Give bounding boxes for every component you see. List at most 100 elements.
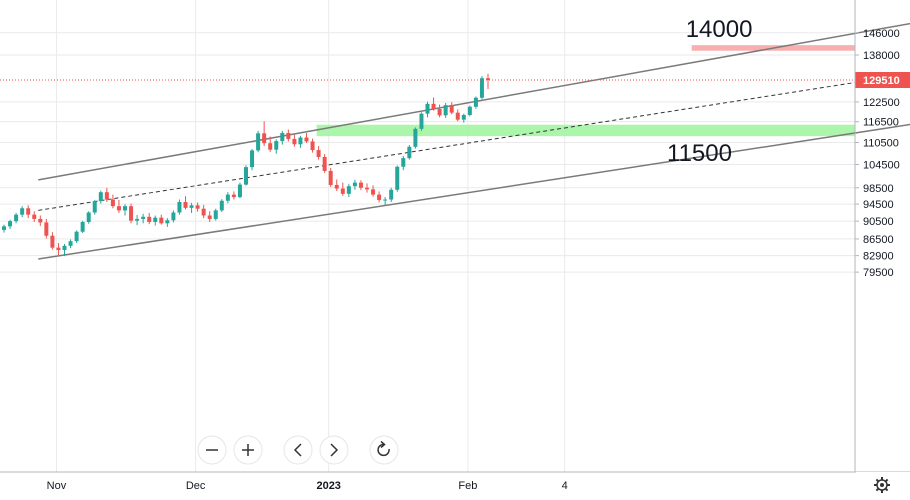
candle-body xyxy=(165,220,170,224)
candle xyxy=(358,180,363,191)
candle xyxy=(298,135,303,148)
candle xyxy=(183,196,188,210)
scroll-right-button[interactable] xyxy=(319,435,349,465)
candle xyxy=(479,76,484,100)
candle-body xyxy=(449,105,454,113)
candle-body xyxy=(86,212,91,222)
candle xyxy=(250,148,255,171)
candle xyxy=(116,199,121,213)
x-tick-label: 2023 xyxy=(316,480,340,492)
candle-body xyxy=(32,214,37,219)
candle-body xyxy=(328,170,333,185)
y-tick-label: 82900 xyxy=(863,251,894,263)
candle-body xyxy=(395,166,400,190)
candle xyxy=(383,197,388,205)
candle xyxy=(467,105,472,117)
candle xyxy=(86,211,91,224)
candle-body xyxy=(383,199,388,201)
candle xyxy=(431,97,436,111)
candle-body xyxy=(225,194,230,201)
candle-body xyxy=(486,78,490,80)
candle-body xyxy=(159,217,164,224)
candle-body xyxy=(262,133,267,144)
label-layer: 14000 11500 xyxy=(667,16,752,167)
y-tick-label: 98500 xyxy=(863,183,894,195)
candle xyxy=(377,191,382,203)
candle-body xyxy=(443,105,448,116)
candle xyxy=(165,218,170,227)
candle xyxy=(334,179,339,191)
candle xyxy=(195,202,200,212)
candle-body xyxy=(413,128,418,147)
candle xyxy=(449,102,454,115)
candle-body xyxy=(129,206,134,221)
candle xyxy=(425,101,430,118)
candle-body xyxy=(104,192,109,200)
candle xyxy=(268,136,273,152)
candle-body xyxy=(231,194,236,198)
candle-body xyxy=(44,222,49,236)
x-tick-label: Dec xyxy=(186,480,206,492)
candle-body xyxy=(26,208,31,215)
candle-body xyxy=(437,109,442,116)
candle xyxy=(340,182,345,196)
candle-body xyxy=(310,141,315,151)
scroll-left-button[interactable] xyxy=(283,435,313,465)
candle-body xyxy=(419,113,424,129)
candle xyxy=(135,215,140,226)
candle xyxy=(304,132,309,143)
candle-body xyxy=(177,202,182,213)
candle-body xyxy=(213,210,218,219)
y-tick-label: 146000 xyxy=(863,28,900,40)
candle xyxy=(316,146,321,160)
candle xyxy=(225,192,230,204)
candle xyxy=(244,165,248,186)
settings-button[interactable] xyxy=(856,472,910,500)
candle xyxy=(437,104,442,118)
zone-label: 11500 xyxy=(667,140,732,167)
zone-layer xyxy=(316,45,856,137)
candle xyxy=(20,206,25,218)
candle-body xyxy=(8,221,13,227)
zone-band xyxy=(316,124,856,137)
candle xyxy=(486,73,490,89)
candle xyxy=(365,183,369,193)
candle xyxy=(8,219,13,230)
candle-body xyxy=(135,218,140,221)
zoom-in-button[interactable] xyxy=(233,435,263,465)
candle-body xyxy=(189,205,194,208)
candle-body xyxy=(316,150,321,158)
candle-body xyxy=(461,114,466,120)
candle-body xyxy=(195,205,200,209)
candle-body xyxy=(14,214,19,222)
gear-icon xyxy=(874,477,890,493)
candle-body xyxy=(377,194,382,200)
candle-body xyxy=(286,132,291,139)
candle-body xyxy=(425,103,430,114)
y-tick-label: 90500 xyxy=(863,216,894,228)
candle xyxy=(26,205,31,219)
candle-body xyxy=(98,192,103,202)
grid-layer xyxy=(0,0,855,472)
candle xyxy=(14,212,19,224)
zone-label: 14000 xyxy=(686,16,753,43)
reset-chart-button[interactable] xyxy=(369,435,399,465)
candle xyxy=(104,187,109,203)
channel-middle-line xyxy=(38,73,910,211)
candle-body xyxy=(219,200,224,211)
candle-body xyxy=(2,226,6,230)
zoom-out-button[interactable] xyxy=(197,435,227,465)
candle-body xyxy=(401,158,406,167)
x-tick-label: Nov xyxy=(47,480,67,492)
candle xyxy=(189,202,194,213)
candle-body xyxy=(183,202,188,208)
candle-body xyxy=(322,157,327,171)
candle-body xyxy=(38,218,43,223)
candle xyxy=(110,194,115,209)
candle-body xyxy=(207,215,212,219)
candle-body xyxy=(56,247,61,250)
candle-body xyxy=(250,150,255,168)
candle-body xyxy=(340,188,345,194)
